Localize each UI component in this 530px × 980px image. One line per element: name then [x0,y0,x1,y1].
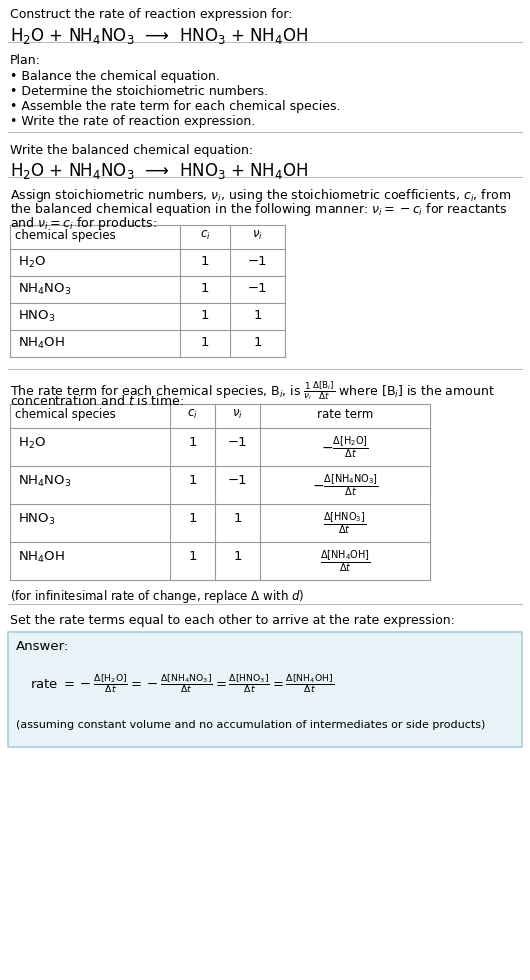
Text: Set the rate terms equal to each other to arrive at the rate expression:: Set the rate terms equal to each other t… [10,614,455,627]
Text: 1: 1 [253,309,262,322]
FancyBboxPatch shape [8,632,522,747]
Text: 1: 1 [253,336,262,349]
Text: Plan:: Plan: [10,54,41,67]
Text: $\frac{\Delta[\mathrm{NH_4OH}]}{\Delta t}$: $\frac{\Delta[\mathrm{NH_4OH}]}{\Delta t… [320,548,370,573]
Text: NH$_4$NO$_3$: NH$_4$NO$_3$ [18,474,72,489]
Text: NH$_4$NO$_3$: NH$_4$NO$_3$ [18,282,72,297]
Text: −1: −1 [248,255,267,268]
Text: 1: 1 [201,309,209,322]
Text: $-\frac{\Delta[\mathrm{NH_4NO_3}]}{\Delta t}$: $-\frac{\Delta[\mathrm{NH_4NO_3}]}{\Delt… [312,472,378,498]
Text: 1: 1 [201,336,209,349]
Text: $c_i$: $c_i$ [200,229,210,242]
Text: • Balance the chemical equation.: • Balance the chemical equation. [10,70,220,83]
Text: −1: −1 [248,282,267,295]
Text: (for infinitesimal rate of change, replace Δ with $d$): (for infinitesimal rate of change, repla… [10,588,304,605]
Text: (assuming constant volume and no accumulation of intermediates or side products): (assuming constant volume and no accumul… [16,720,485,730]
Text: $\nu_i$: $\nu_i$ [232,408,243,421]
Text: 1: 1 [188,474,197,487]
Text: −1: −1 [228,474,248,487]
Text: H$_2$O: H$_2$O [18,255,46,270]
Text: concentration and $t$ is time:: concentration and $t$ is time: [10,394,184,408]
Text: • Determine the stoichiometric numbers.: • Determine the stoichiometric numbers. [10,85,268,98]
Text: $c_i$: $c_i$ [187,408,198,421]
Text: 1: 1 [188,550,197,563]
Text: 1: 1 [201,282,209,295]
Text: 1: 1 [201,255,209,268]
Text: $\nu_i$: $\nu_i$ [252,229,263,242]
Text: H$_2$O + NH$_4$NO$_3$  ⟶  HNO$_3$ + NH$_4$OH: H$_2$O + NH$_4$NO$_3$ ⟶ HNO$_3$ + NH$_4$… [10,26,308,46]
Text: • Assemble the rate term for each chemical species.: • Assemble the rate term for each chemic… [10,100,340,113]
Text: Write the balanced chemical equation:: Write the balanced chemical equation: [10,144,253,157]
Text: chemical species: chemical species [15,229,116,242]
Text: HNO$_3$: HNO$_3$ [18,512,56,527]
Text: the balanced chemical equation in the following manner: $\nu_i = -c_i$ for react: the balanced chemical equation in the fo… [10,201,508,218]
Text: HNO$_3$: HNO$_3$ [18,309,56,324]
Text: Assign stoichiometric numbers, $\nu_i$, using the stoichiometric coefficients, $: Assign stoichiometric numbers, $\nu_i$, … [10,187,511,204]
Text: −1: −1 [228,436,248,449]
Text: 1: 1 [188,436,197,449]
Text: Construct the rate of reaction expression for:: Construct the rate of reaction expressio… [10,8,293,21]
Text: $\frac{\Delta[\mathrm{HNO_3}]}{\Delta t}$: $\frac{\Delta[\mathrm{HNO_3}]}{\Delta t}… [323,510,367,536]
Text: • Write the rate of reaction expression.: • Write the rate of reaction expression. [10,115,255,128]
Text: Answer:: Answer: [16,640,69,653]
Text: 1: 1 [188,512,197,525]
Text: The rate term for each chemical species, B$_i$, is $\frac{1}{\nu_i}\frac{\Delta[: The rate term for each chemical species,… [10,379,495,402]
Text: rate term: rate term [317,408,373,421]
Text: H$_2$O: H$_2$O [18,436,46,451]
Text: H$_2$O + NH$_4$NO$_3$  ⟶  HNO$_3$ + NH$_4$OH: H$_2$O + NH$_4$NO$_3$ ⟶ HNO$_3$ + NH$_4$… [10,161,308,181]
Text: NH$_4$OH: NH$_4$OH [18,336,65,351]
Text: 1: 1 [233,512,242,525]
Text: 1: 1 [233,550,242,563]
Text: rate $= -\frac{\Delta[\mathrm{H_2O}]}{\Delta t} = -\frac{\Delta[\mathrm{NH_4NO_3: rate $= -\frac{\Delta[\mathrm{H_2O}]}{\D… [30,672,334,695]
Text: chemical species: chemical species [15,408,116,421]
Text: $-\frac{\Delta[\mathrm{H_2O}]}{\Delta t}$: $-\frac{\Delta[\mathrm{H_2O}]}{\Delta t}… [321,434,369,460]
Text: NH$_4$OH: NH$_4$OH [18,550,65,565]
Text: and $\nu_i = c_i$ for products:: and $\nu_i = c_i$ for products: [10,215,157,232]
